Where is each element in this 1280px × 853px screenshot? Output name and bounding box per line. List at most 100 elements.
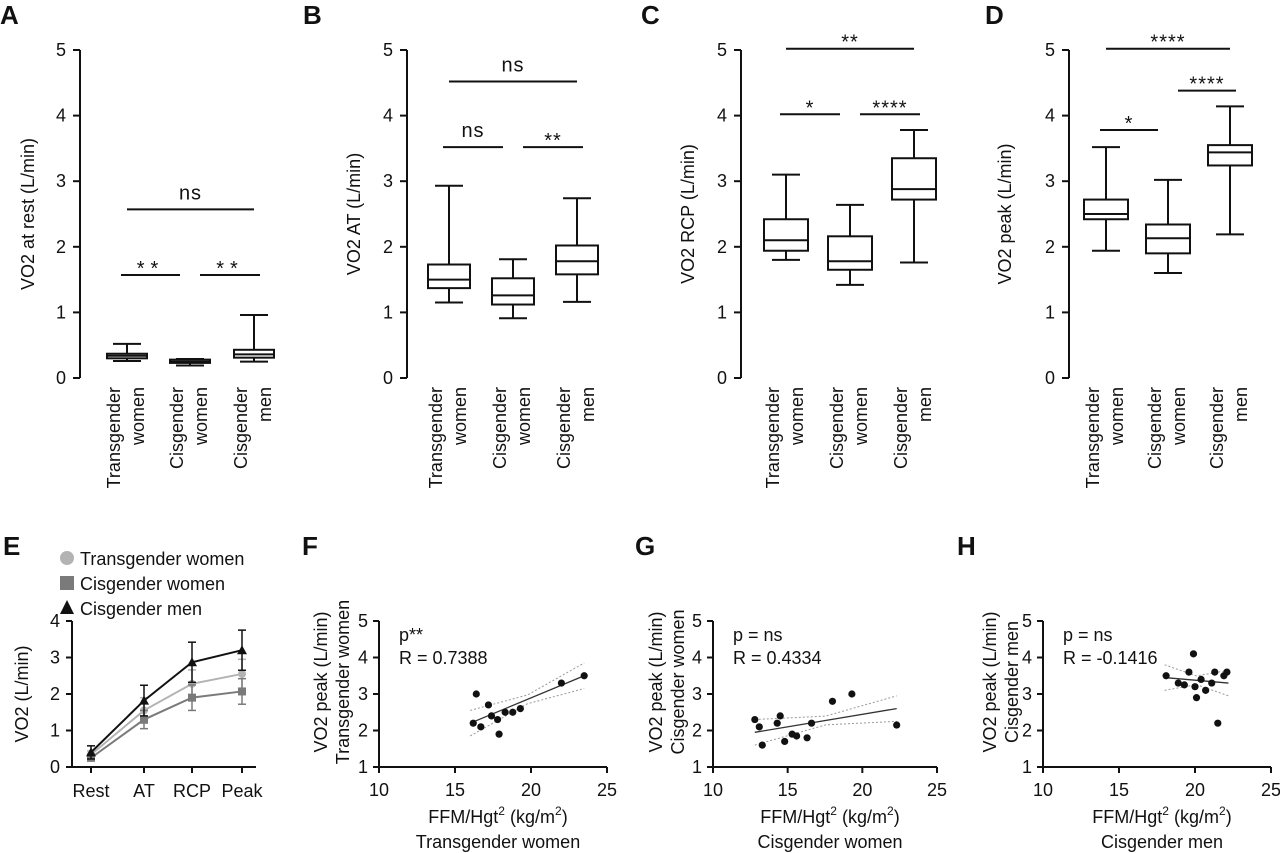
category-label: Cisgender	[891, 387, 911, 469]
x-axis-label-part: FFM/Hgt	[760, 807, 830, 827]
y-axis-label: VO2 peak (L/min)	[980, 611, 1000, 752]
y-tick-label: 1	[717, 302, 727, 322]
data-point	[495, 730, 503, 738]
y-tick-label: 1	[358, 757, 368, 777]
y-tick-label: 2	[1045, 237, 1055, 257]
data-point	[1223, 668, 1231, 676]
data-point	[828, 697, 837, 705]
y-tick-label: 3	[692, 684, 702, 704]
y-tick-label: 2	[692, 721, 702, 741]
category-label: men	[915, 387, 935, 422]
panel-f: FFM/Hgt2 (kg/m2)	[373, 620, 608, 827]
panel-letter: D	[985, 0, 1004, 30]
y-tick-label: 3	[50, 648, 60, 668]
x-tick-label: 10	[703, 780, 723, 800]
data-point	[1191, 683, 1199, 691]
box-iqr	[763, 218, 809, 252]
y-tick-label: 1	[1045, 302, 1055, 322]
y-tick-label: 3	[358, 684, 368, 704]
x-tick-label: 20	[852, 780, 872, 800]
y-axis-label: VO2 peak (L/min)	[646, 611, 666, 752]
y-axis-label: VO2 RCP (L/min)	[678, 144, 698, 284]
x-tick-label: RCP	[173, 781, 211, 801]
x-tick-label: Rest	[72, 781, 109, 801]
y-tick-label: 0	[1045, 368, 1055, 388]
y-tick-label: 4	[358, 648, 368, 668]
y-tick-label: 5	[692, 611, 702, 631]
panel-c	[734, 47, 937, 379]
data-point	[509, 708, 517, 716]
y-tick-label: 5	[383, 40, 393, 60]
y-tick-label: 0	[50, 757, 60, 777]
data-point	[188, 693, 196, 702]
data-point	[238, 669, 246, 678]
data-point	[238, 687, 246, 696]
x-axis-label: FFM/Hgt2 (kg/m2)	[760, 804, 899, 827]
y-axis-label: VO2 (L/min)	[12, 645, 32, 742]
x-axis-label-part: 2	[887, 804, 894, 818]
category-label: Cisgender	[1207, 387, 1227, 469]
x-axis-label-part: )	[1226, 807, 1232, 827]
y-tick-label: 4	[50, 611, 60, 631]
category-label: women	[851, 387, 871, 446]
legend-marker-triangle	[60, 600, 74, 614]
significance-label: ****	[1189, 74, 1224, 96]
panel-g: FFM/Hgt2 (kg/m2)	[707, 620, 938, 827]
data-point	[1192, 694, 1201, 702]
data-point	[472, 690, 480, 698]
y-tick-label: 5	[56, 40, 66, 60]
y-tick-label: 1	[692, 757, 702, 777]
significance-label: ns	[179, 182, 202, 204]
panel-e	[60, 551, 256, 773]
data-point	[1185, 668, 1193, 676]
significance-label: ****	[1150, 32, 1185, 54]
confidence-band	[754, 695, 897, 721]
y-axis-label: VO2 peak (L/min)	[995, 143, 1015, 284]
x-tick-label: 15	[445, 780, 465, 800]
box-iqr	[1207, 144, 1253, 167]
category-label: Cisgender	[554, 387, 574, 469]
significance-label: ns	[461, 120, 484, 142]
category-label: Transgender	[104, 387, 124, 488]
data-point	[776, 712, 784, 720]
significance-label: *	[1125, 113, 1134, 135]
box-iqr	[491, 277, 535, 306]
y-tick-label: 4	[1045, 106, 1055, 126]
y-tick-label: 3	[1045, 171, 1055, 191]
x-axis-label: FFM/Hgt2 (kg/m2)	[428, 804, 567, 827]
category-label: Transgender	[1083, 387, 1103, 488]
data-point	[1174, 679, 1182, 687]
y-tick-label: 3	[383, 171, 393, 191]
x-axis-label-group: Cisgender women	[757, 832, 902, 852]
stat-p-value: p = ns	[1063, 625, 1113, 645]
x-axis-label-part: 2	[498, 804, 505, 818]
panel-h: FFM/Hgt2 (kg/m2)	[1037, 620, 1272, 827]
x-axis-label-part: 2	[555, 804, 562, 818]
regression-line	[754, 707, 897, 733]
data-point	[580, 672, 588, 680]
stat-r-value: R = -0.1416	[1063, 648, 1158, 668]
y-tick-label: 4	[383, 106, 393, 126]
legend-marker-circle	[60, 551, 74, 565]
category-label: Transgender	[426, 387, 446, 488]
data-point	[803, 734, 811, 742]
panel-letter: B	[303, 0, 322, 30]
y-tick-label: 1	[56, 302, 66, 322]
y-axis-label-group: Cisgender men	[1002, 621, 1022, 743]
data-point	[140, 715, 148, 724]
x-axis-label-part: FFM/Hgt	[1092, 807, 1162, 827]
y-tick-label: 4	[56, 106, 66, 126]
x-tick-label: 10	[1033, 780, 1053, 800]
x-axis-label-part: )	[894, 807, 900, 827]
x-axis-label-group: Transgender women	[416, 832, 580, 852]
y-tick-label: 5	[717, 40, 727, 60]
data-point	[807, 719, 816, 727]
data-point	[237, 645, 247, 655]
data-point	[848, 690, 856, 698]
y-tick-label: 2	[717, 237, 727, 257]
box-iqr	[891, 157, 937, 201]
data-point	[755, 723, 763, 731]
y-axis-label-group: Cisgender women	[668, 609, 688, 754]
data-point	[557, 679, 566, 687]
x-tick-label: AT	[133, 781, 155, 801]
